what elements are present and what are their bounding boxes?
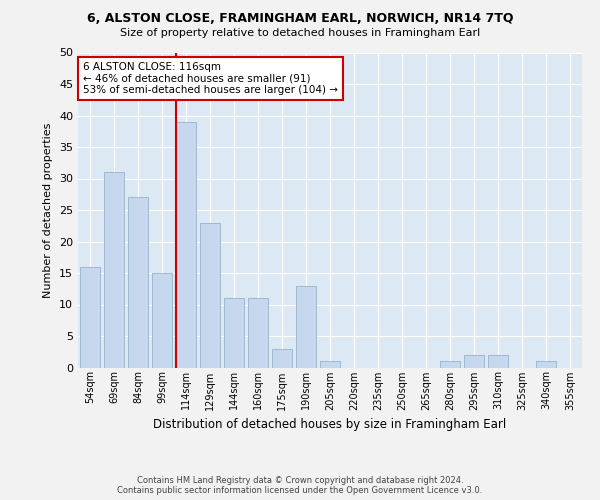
X-axis label: Distribution of detached houses by size in Framingham Earl: Distribution of detached houses by size … (154, 418, 506, 431)
Text: 6 ALSTON CLOSE: 116sqm
← 46% of detached houses are smaller (91)
53% of semi-det: 6 ALSTON CLOSE: 116sqm ← 46% of detached… (83, 62, 338, 95)
Bar (200, 222, 220, 368)
Bar (128, 198, 148, 368)
Y-axis label: Number of detached properties: Number of detached properties (43, 122, 53, 298)
Bar (104, 172, 124, 368)
Bar (248, 298, 268, 368)
Text: Size of property relative to detached houses in Framingham Earl: Size of property relative to detached ho… (120, 28, 480, 38)
Bar (296, 286, 316, 368)
Bar (536, 361, 556, 368)
Bar (176, 122, 196, 368)
Bar (224, 298, 244, 368)
Text: Contains HM Land Registry data © Crown copyright and database right 2024.
Contai: Contains HM Land Registry data © Crown c… (118, 476, 482, 495)
Bar (152, 273, 172, 368)
Text: 6, ALSTON CLOSE, FRAMINGHAM EARL, NORWICH, NR14 7TQ: 6, ALSTON CLOSE, FRAMINGHAM EARL, NORWIC… (87, 12, 513, 26)
Bar (440, 361, 460, 368)
Bar (272, 348, 292, 368)
Bar (488, 355, 508, 368)
Bar (80, 266, 100, 368)
Bar (320, 361, 340, 368)
Bar (464, 355, 484, 368)
